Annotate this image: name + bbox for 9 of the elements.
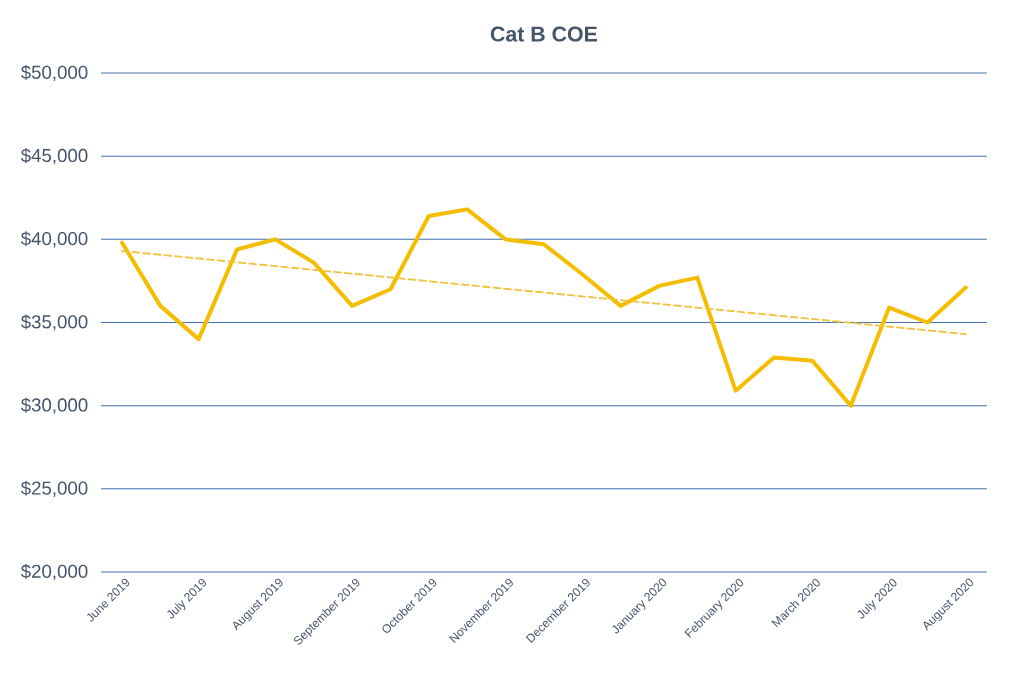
line-series xyxy=(120,207,968,408)
y-tick-label: $35,000 xyxy=(20,314,88,331)
y-tick-label: $40,000 xyxy=(20,231,88,248)
y-tick-label: $50,000 xyxy=(20,64,88,82)
y-tick-label: $30,000 xyxy=(20,397,88,414)
y-tick-label: $45,000 xyxy=(20,148,88,165)
y-tick-label: $20,000 xyxy=(20,563,88,581)
chart-title: Cat B COE xyxy=(490,26,597,42)
y-tick-label: $25,000 xyxy=(20,480,88,497)
